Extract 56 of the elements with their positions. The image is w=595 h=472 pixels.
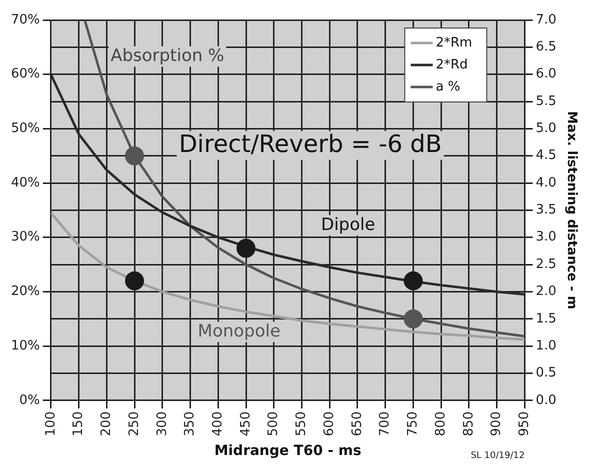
- y2-tick-label: 3.5: [536, 202, 556, 218]
- y2-tick-label: 7.0: [536, 12, 556, 28]
- point: [404, 309, 423, 328]
- y-tick-label: 50%: [10, 121, 40, 136]
- x-tick-label: 300: [154, 411, 170, 436]
- annotation: Monopole: [198, 321, 280, 342]
- y2-tick-label: 1.5: [536, 311, 556, 326]
- y2-tick-label: 6.5: [536, 40, 556, 55]
- y-tick-label: 20%: [10, 284, 40, 300]
- x-tick-label: 100: [43, 411, 58, 436]
- y-tick-label: 10%: [10, 338, 40, 354]
- legend-label: 2*Rd: [436, 57, 468, 72]
- x-tick-label: 800: [433, 411, 448, 436]
- point: [236, 238, 256, 258]
- y2-axis-title: Max. listening distance - m: [564, 111, 579, 310]
- y2-tick-label: 3.0: [536, 230, 556, 245]
- x-axis-title: Midrange T60 - ms: [214, 443, 362, 460]
- y-tick-label: 0%: [19, 392, 40, 408]
- x-tick-label: 150: [71, 411, 86, 436]
- x-tick-label: 600: [322, 411, 337, 436]
- y-tick-label: 40%: [10, 175, 40, 190]
- x-tick-label: 250: [126, 411, 142, 436]
- x-tick-label: 350: [182, 411, 198, 436]
- point: [404, 271, 423, 290]
- y-tick-label: 60%: [10, 66, 40, 82]
- x-tick-label: 750: [406, 411, 421, 436]
- x-tick-label: 950: [517, 411, 532, 436]
- x-tick-label: 900: [489, 411, 504, 436]
- x-tick-label: 650: [350, 411, 365, 436]
- x-tick-label: 200: [99, 411, 114, 436]
- annotation: Dipole: [320, 214, 376, 235]
- y2-tick-label: 5.0: [536, 121, 556, 136]
- point: [125, 271, 144, 290]
- annotation: Direct/Reverb = -6 dB: [178, 130, 442, 158]
- y2-tick-label: 4.0: [536, 175, 556, 190]
- y2-tick-label: 0.0: [536, 392, 556, 408]
- text: SL 10/19/12: [470, 451, 525, 461]
- y2-tick-label: 5.5: [536, 94, 556, 109]
- y2-tick-label: 0.5: [536, 366, 556, 381]
- annotation: Absorption %: [110, 46, 224, 66]
- x-tick-label: 400: [210, 411, 226, 436]
- x-tick-label: 550: [294, 411, 310, 436]
- legend-label: a %: [436, 79, 460, 94]
- y-tick-label: 70%: [10, 12, 40, 28]
- legend-label: 2*Rm: [436, 35, 472, 50]
- y2-tick-label: 6.0: [536, 66, 556, 82]
- y2-tick-label: 2.0: [536, 284, 556, 300]
- y2-tick-label: 4.5: [536, 148, 556, 164]
- x-tick-label: 450: [238, 411, 254, 436]
- x-tick-label: 500: [266, 411, 282, 436]
- point: [125, 146, 144, 166]
- x-tick-label: 850: [461, 411, 476, 436]
- y2-tick-label: 1.0: [536, 338, 556, 354]
- y-tick-label: 30%: [10, 230, 40, 245]
- y2-tick-label: 2.5: [536, 256, 556, 272]
- x-tick-label: 700: [378, 411, 393, 436]
